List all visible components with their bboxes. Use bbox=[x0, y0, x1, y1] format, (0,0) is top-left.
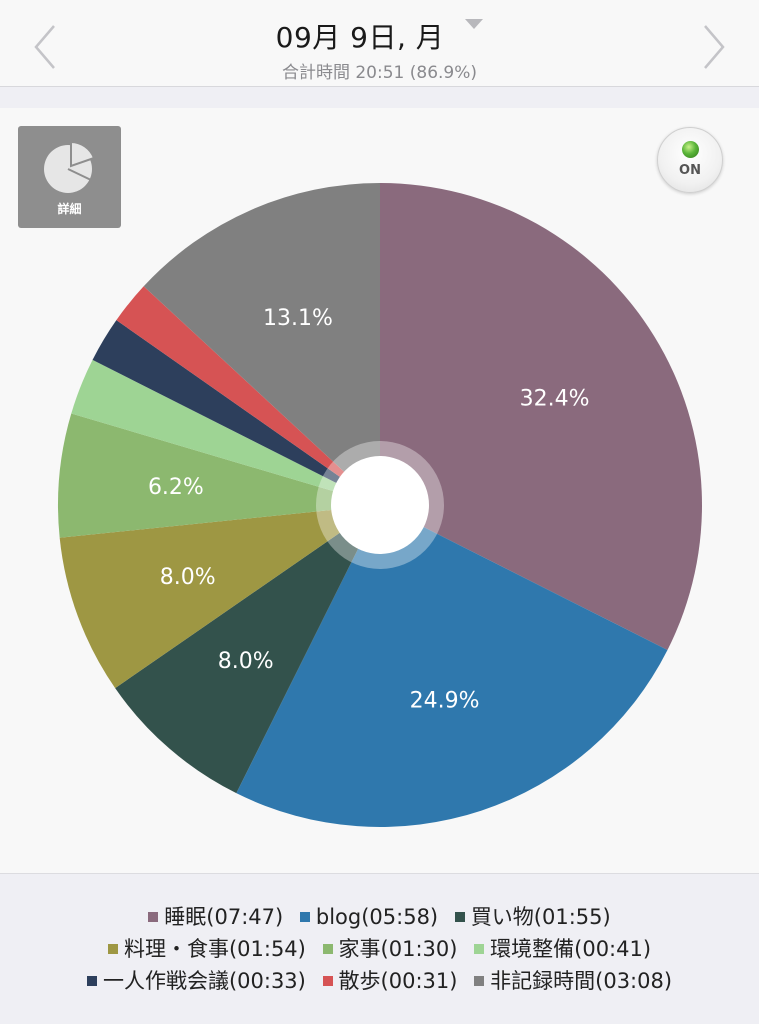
legend-swatch bbox=[148, 912, 159, 922]
legend-item: 散歩(00:31) bbox=[322, 965, 458, 995]
legend-swatch bbox=[299, 912, 310, 922]
pie-slice bbox=[92, 320, 381, 505]
chevron-left-icon bbox=[34, 25, 55, 69]
legend-label: 非記録時間(03:08) bbox=[490, 969, 673, 993]
separator-band bbox=[0, 88, 759, 108]
legend-label: 買い物(01:55) bbox=[470, 905, 611, 929]
legend-row: 一人作戦会議(00:33) 散歩(00:31) 非記録時間(03:08) bbox=[0, 965, 759, 995]
legend-swatch bbox=[86, 976, 97, 986]
date-title[interactable]: 09月 9日, 月 bbox=[275, 21, 445, 54]
pie-center-hole bbox=[331, 456, 429, 554]
legend-item: blog(05:58) bbox=[299, 905, 439, 929]
toggle-label: ON bbox=[679, 163, 701, 178]
on-toggle-button[interactable]: ON bbox=[657, 127, 723, 193]
legend-label: 睡眠(07:47) bbox=[164, 905, 284, 929]
legend-swatch bbox=[322, 944, 333, 954]
legend-label: 一人作戦会議(00:33) bbox=[102, 969, 306, 993]
legend-row: 睡眠(07:47) blog(05:58) 買い物(01:55) bbox=[0, 901, 759, 931]
legend-item: 睡眠(07:47) bbox=[148, 901, 283, 931]
pie-slice bbox=[236, 505, 668, 827]
pie-slice bbox=[143, 183, 380, 505]
legend-swatch bbox=[454, 912, 465, 922]
prev-day-button[interactable] bbox=[30, 22, 60, 72]
legend-swatch bbox=[474, 976, 485, 986]
pie-chart: 32.4% 24.9% 8.0% 8.0% 6.2% 13.1% bbox=[58, 183, 702, 827]
legend-item: 料理・食事(01:54) bbox=[107, 933, 306, 963]
legend-label: 散歩(00:31) bbox=[338, 969, 458, 993]
pie-slice-label: 8.0% bbox=[218, 649, 274, 674]
legend-item: 家事(01:30) bbox=[322, 933, 458, 963]
legend-label: 料理・食事(01:54) bbox=[123, 937, 306, 961]
legend-item: 非記録時間(03:08) bbox=[474, 965, 672, 995]
chevron-right-icon bbox=[704, 25, 725, 69]
legend-swatch bbox=[474, 944, 485, 954]
legend-item: 環境整備(00:41) bbox=[474, 933, 651, 963]
detail-label: 詳細 bbox=[57, 202, 82, 216]
legend-swatch bbox=[107, 944, 118, 954]
status-led-icon bbox=[682, 141, 699, 158]
legend-item: 買い物(01:55) bbox=[454, 901, 611, 931]
pie-chart-icon bbox=[44, 140, 96, 193]
pie-slice-label: 6.2% bbox=[148, 475, 204, 500]
total-time: 合計時間 20:51 (86.9%) bbox=[281, 63, 478, 83]
pie-slice-label: 8.0% bbox=[160, 565, 216, 590]
pie-slices bbox=[58, 183, 702, 827]
pie-slice-label: 24.9% bbox=[410, 689, 480, 714]
detail-button[interactable]: 詳細 bbox=[18, 126, 121, 228]
legend-label: blog(05:58) bbox=[315, 905, 439, 929]
pie-slice bbox=[71, 359, 380, 505]
pie-slice bbox=[58, 413, 380, 538]
pie-slice-label: 13.1% bbox=[263, 306, 333, 331]
next-day-button[interactable] bbox=[699, 22, 729, 72]
pie-labels: 32.4% 24.9% 8.0% 8.0% 6.2% 13.1% bbox=[148, 306, 590, 713]
legend-label: 環境整備(00:41) bbox=[490, 937, 652, 961]
legend-swatch bbox=[322, 976, 333, 986]
pie-slice bbox=[380, 183, 702, 651]
pie-slice bbox=[115, 505, 381, 794]
date-header: 09月 9日, 月 合計時間 20:51 (86.9%) bbox=[0, 0, 759, 87]
pie-slice bbox=[59, 505, 381, 689]
pie-slice-label: 32.4% bbox=[520, 387, 590, 412]
triangle-down-icon[interactable] bbox=[465, 19, 484, 29]
legend-label: 家事(01:30) bbox=[338, 937, 458, 961]
legend-item: 一人作戦会議(00:33) bbox=[86, 965, 306, 995]
legend-row: 料理・食事(01:54) 家事(01:30) 環境整備(00:41) bbox=[0, 933, 759, 963]
pie-slice bbox=[116, 286, 381, 505]
legend: 睡眠(07:47) blog(05:58) 買い物(01:55) 料理・食事(0… bbox=[0, 875, 759, 1024]
